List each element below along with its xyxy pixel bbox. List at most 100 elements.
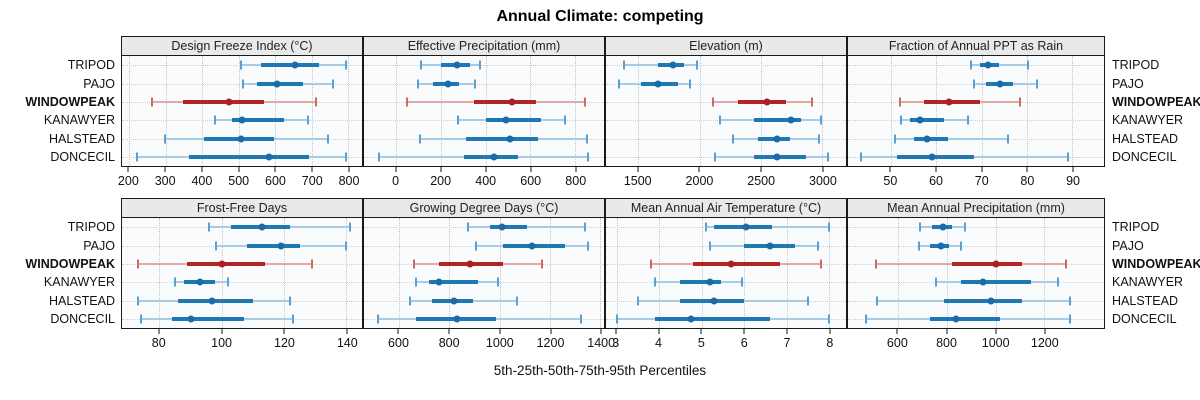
- row-label-tripod: TRIPOD: [1112, 220, 1160, 235]
- row-label-pajo: PAJO: [83, 76, 115, 91]
- median-dot: [939, 223, 947, 231]
- x-axis-tick-label: 1200: [1030, 336, 1059, 350]
- p25-p75-bar: [693, 261, 781, 266]
- panel-strip-title: Growing Degree Days (°C): [364, 199, 604, 218]
- x-axis-tick-label: 60: [929, 174, 943, 188]
- median-dot: [987, 297, 995, 304]
- whisker-cap-p95: [311, 259, 314, 269]
- whisker-cap-p95: [497, 277, 500, 287]
- whisker-cap-p5: [376, 314, 379, 324]
- whisker-cap-p95: [307, 115, 310, 125]
- x-axis-tick-label: 800: [565, 174, 587, 188]
- whisker-cap-p5: [874, 259, 877, 269]
- x-axis-tick: [786, 329, 788, 334]
- whisker-cap-p95: [959, 241, 962, 250]
- x-axis-tick: [698, 167, 700, 172]
- x-axis-tick: [995, 329, 997, 334]
- panel-frame: Growing Degree Days (°C): [363, 198, 605, 329]
- x-axis-tick-label: 0: [392, 174, 400, 188]
- row-label-windowpeak: WINDOWPEAK: [1112, 256, 1200, 271]
- median-dot: [196, 278, 204, 286]
- x-axis-tick-label: 600: [520, 174, 542, 188]
- median-dot: [669, 61, 677, 69]
- p25-p75-bar: [489, 225, 528, 230]
- whisker-cap-p95: [1036, 79, 1039, 88]
- x-axis-tick: [1072, 167, 1074, 172]
- median-dot: [265, 153, 273, 161]
- gridline-vertical: [786, 218, 788, 328]
- x-axis: 200 300 400 500 600 700 800: [117, 167, 363, 194]
- band-bottom: TRIPOD PAJO WINDOWPEAK KANAWYER HALSTEAD DONC…: [0, 198, 1200, 356]
- x-axis-tick: [158, 329, 160, 334]
- row-label-kanawyer: KANAWYER: [43, 275, 115, 290]
- median-dot: [291, 61, 299, 69]
- median-dot: [225, 98, 232, 106]
- gridline-vertical: [275, 56, 277, 166]
- median-dot: [238, 116, 246, 124]
- gridline-vertical: [284, 218, 286, 328]
- gridline-vertical: [995, 218, 997, 328]
- median-dot: [502, 116, 510, 124]
- row-label-windowpeak: WINDOWPEAK: [25, 256, 115, 271]
- median-dot: [706, 278, 714, 286]
- whisker-cap-p5: [636, 296, 639, 305]
- x-axis-tick: [637, 167, 639, 172]
- whisker-cap-p5: [718, 115, 721, 125]
- row-label-doncecil: DONCECIL: [50, 149, 115, 164]
- plot-area: [122, 218, 362, 328]
- whisker-cap-p5: [711, 97, 714, 107]
- x-axis: 600 800 1000 1200: [847, 329, 1105, 356]
- whisker-cap-p5: [405, 97, 408, 107]
- x-axis-tick-label: 4: [655, 336, 663, 350]
- x-axis-tick-label: 70: [974, 174, 989, 188]
- median-dot: [490, 153, 498, 161]
- x-axis-tick: [440, 167, 442, 172]
- p25-p75-bar: [754, 118, 801, 123]
- whisker-cap-p95: [563, 115, 566, 125]
- p25-p75-bar: [466, 136, 538, 141]
- whisker-cap-p5: [239, 60, 242, 70]
- p25-p75-bar: [913, 136, 949, 141]
- whisker-cap-p95: [811, 97, 814, 107]
- median-dot: [923, 135, 931, 142]
- whisker-cap-p5: [893, 134, 896, 143]
- p25-p75-bar: [654, 316, 770, 321]
- panels-top-row: Design Freeze Index (°C) 200 300 400 500 600 7…: [117, 36, 1105, 194]
- x-axis-tick: [550, 329, 552, 334]
- x-axis-tick: [499, 329, 501, 334]
- panel-elevation-m: Elevation (m) 1500 2000 2500 3000: [605, 36, 847, 194]
- gridline-vertical: [202, 56, 204, 166]
- panel-frame: Frost-Free Days: [121, 198, 363, 329]
- p25-p75-bar: [187, 261, 266, 266]
- whisker-cap-p5: [413, 259, 416, 269]
- whisker-cap-p5: [918, 222, 921, 232]
- gridline-vertical: [129, 56, 131, 166]
- band-top: TRIPOD PAJO WINDOWPEAK KANAWYER HALSTEAD DONC…: [0, 36, 1200, 194]
- median-dot: [710, 297, 718, 304]
- x-axis-tick-label: 200: [117, 174, 139, 188]
- gridline-horizontal: [122, 282, 362, 284]
- p25-p75-bar: [260, 63, 319, 68]
- whisker-cap-p95: [292, 314, 295, 324]
- x-axis-tick: [889, 167, 891, 172]
- whisker-cap-p5: [457, 115, 460, 125]
- x-axis-tick: [274, 167, 276, 172]
- whisker-cap-p95: [1068, 314, 1071, 324]
- x-axis-tick: [395, 167, 397, 172]
- whisker-cap-p5: [899, 97, 902, 107]
- gridline-vertical: [638, 56, 640, 166]
- chart-caption: 5th-25th-50th-75th-95th Percentiles: [493, 363, 707, 378]
- whisker-cap-p95: [817, 241, 820, 250]
- whisker-cap-p5: [136, 296, 139, 305]
- x-axis-tick-label: 2500: [747, 174, 776, 188]
- x-axis-tick: [700, 329, 702, 334]
- gridline-horizontal: [848, 120, 1104, 122]
- whisker-cap-p5: [242, 79, 245, 88]
- whisker-cap-p95: [1026, 60, 1029, 70]
- x-axis-tick-label: 800: [438, 336, 460, 350]
- x-axis-tick: [600, 329, 602, 334]
- gridline-vertical: [221, 218, 223, 328]
- panel-growing-degree-days-c: Growing Degree Days (°C) 600 800 1000 1200 14…: [363, 198, 615, 356]
- x-axis-tick-label: 800: [338, 174, 360, 188]
- x-axis-tick: [221, 329, 223, 334]
